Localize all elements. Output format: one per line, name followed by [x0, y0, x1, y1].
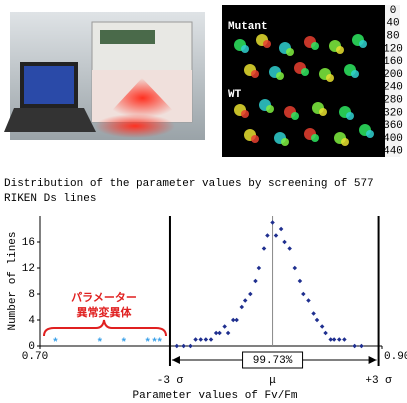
x-axis-label: Parameter values of Fv/Fm [132, 390, 297, 402]
point [293, 266, 298, 271]
plant [351, 70, 359, 78]
scale-label: 440 [383, 146, 403, 158]
point [315, 318, 320, 323]
point [209, 337, 214, 342]
reference-label: +3 σ [365, 375, 392, 387]
point [248, 292, 253, 297]
point [181, 344, 186, 349]
point [257, 266, 262, 271]
y-tick-label: 8 [28, 289, 35, 301]
plant [319, 108, 327, 116]
point [204, 337, 209, 342]
y-axis-label: Number of lines [7, 231, 19, 330]
range-label: 99.73% [253, 355, 293, 367]
scale-label: 0 [390, 5, 397, 17]
plant [301, 68, 309, 76]
panel-label: WT [228, 89, 242, 101]
instrument-photo [4, 12, 205, 140]
plant [336, 46, 344, 54]
plant [276, 72, 284, 80]
point [287, 246, 292, 251]
point [240, 305, 245, 310]
point [337, 337, 342, 342]
scale-label: 400 [383, 133, 403, 145]
point [188, 344, 193, 349]
reference-label: -3 σ [157, 375, 184, 387]
plant [341, 138, 349, 146]
asterisk-point: * [120, 337, 127, 349]
bracket-label: 異常変異体 [77, 305, 133, 319]
bracket [44, 320, 166, 336]
y-tick-label: 12 [22, 263, 35, 275]
plant [326, 74, 334, 82]
point [311, 311, 316, 316]
point [175, 344, 180, 349]
point [262, 246, 267, 251]
reference-label: μ [269, 375, 276, 387]
point [243, 298, 248, 303]
plant [281, 138, 289, 146]
point [320, 324, 325, 329]
asterisk-point: * [52, 337, 59, 349]
figure: Distribution of the parameter values by … [0, 0, 407, 403]
x-tick-label: 0.90 [384, 351, 407, 363]
point [342, 337, 347, 342]
point [359, 344, 364, 349]
point [282, 240, 287, 245]
point [306, 298, 311, 303]
panel-label: Mutant [228, 21, 268, 33]
y-tick-label: 4 [28, 315, 35, 327]
plant [266, 105, 274, 113]
chart-title: Distribution of the parameter values by … [4, 178, 374, 190]
scale-label: 360 [383, 120, 403, 132]
point [332, 337, 337, 342]
point [198, 337, 203, 342]
plant [241, 110, 249, 118]
plant [286, 48, 294, 56]
point [270, 220, 275, 225]
scale-label: 120 [383, 43, 403, 55]
scale-label: 80 [386, 31, 399, 43]
scale-label: 200 [383, 69, 403, 81]
point [279, 227, 284, 232]
chart-title: RIKEN Ds lines [4, 193, 96, 205]
point [274, 233, 279, 238]
scale-label: 160 [383, 56, 403, 68]
bracket-label: パラメーター [71, 291, 137, 304]
plant [366, 130, 374, 138]
plant [291, 112, 299, 120]
plant [346, 112, 354, 120]
asterisk-point: * [97, 337, 104, 349]
page: Distribution of the parameter values by … [0, 0, 407, 403]
point [253, 279, 258, 284]
plant [251, 70, 259, 78]
point [298, 279, 303, 284]
point [217, 331, 222, 336]
asterisk-point: * [156, 337, 163, 349]
plant [311, 134, 319, 142]
plant [241, 45, 249, 53]
point [222, 324, 227, 329]
plant [359, 40, 367, 48]
point [234, 318, 239, 323]
x-tick-label: 0.70 [22, 351, 48, 363]
point [193, 337, 198, 342]
point [265, 233, 270, 238]
scale-label: 320 [383, 107, 403, 119]
point [323, 331, 328, 336]
point [352, 344, 357, 349]
plant [311, 42, 319, 50]
y-tick-label: 16 [22, 237, 35, 249]
scale-label: 280 [383, 95, 403, 107]
plant [263, 40, 271, 48]
scale-label: 240 [383, 82, 403, 94]
asterisk-point: * [144, 337, 151, 349]
scale-label: 40 [386, 18, 399, 30]
point [226, 331, 231, 336]
plant [251, 135, 259, 143]
point [301, 292, 306, 297]
